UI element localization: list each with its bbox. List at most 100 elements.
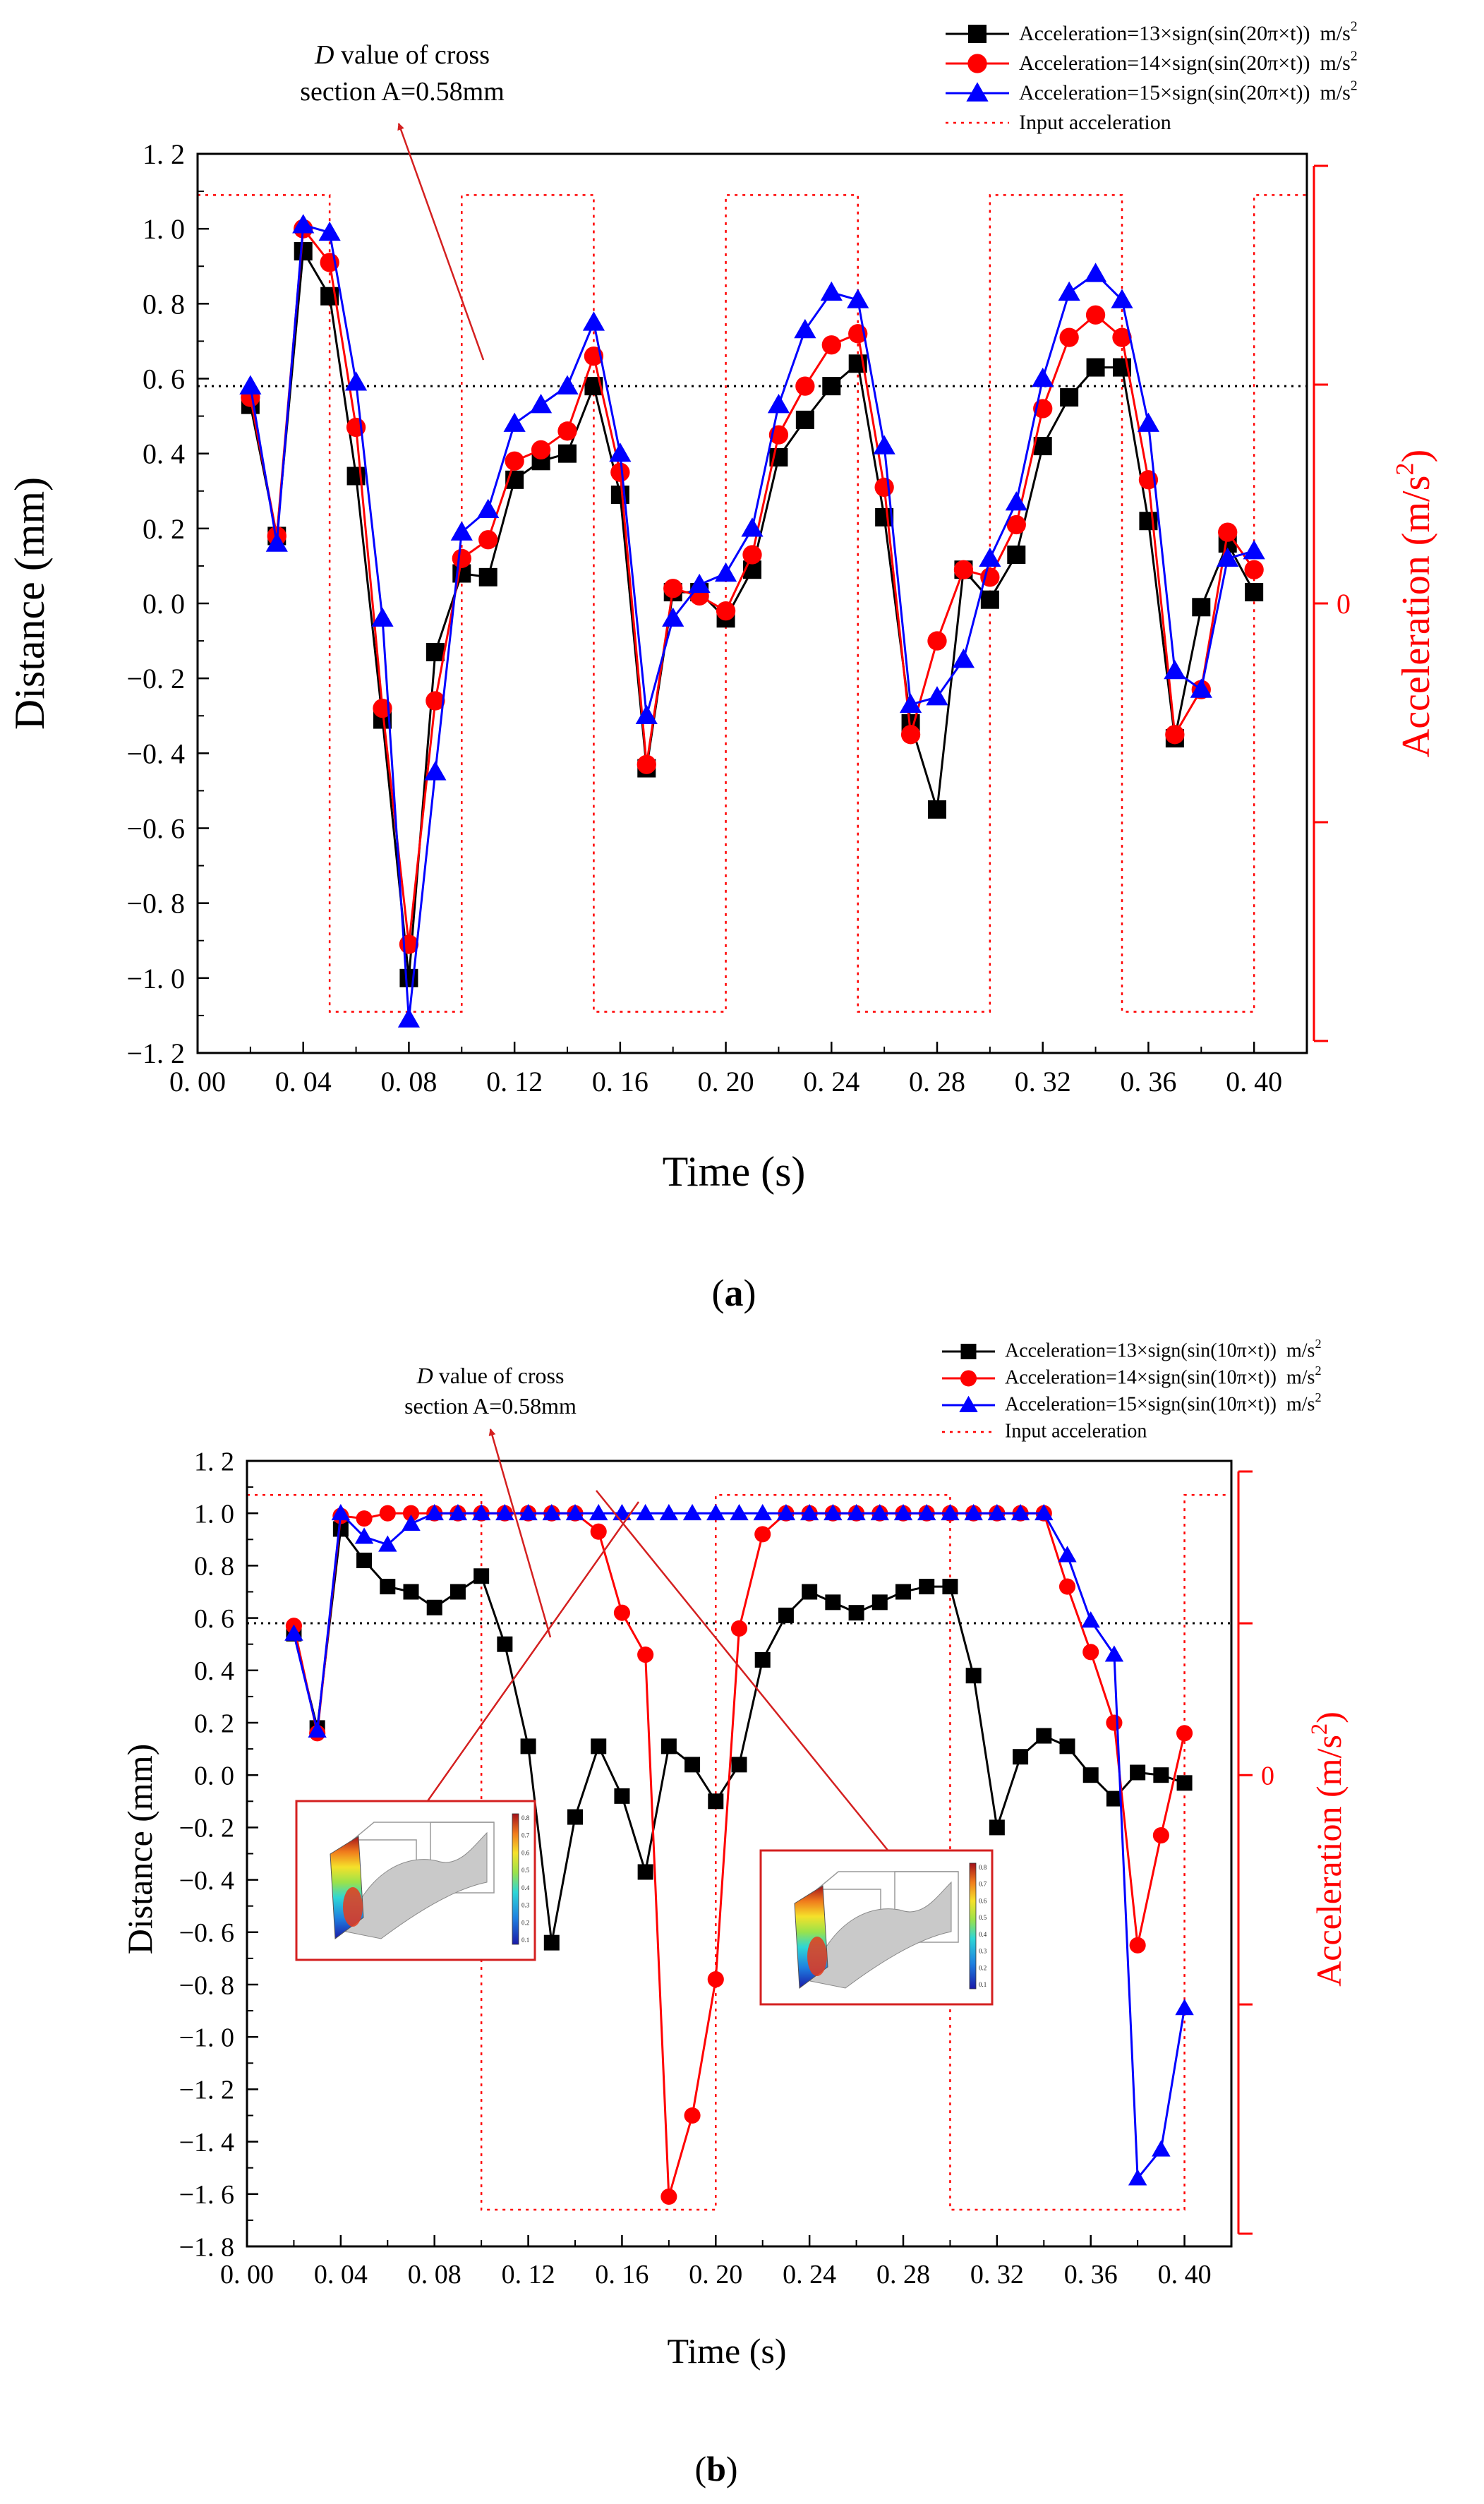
data-point [754, 1526, 771, 1543]
y-tick-label: 0. 6 [143, 363, 185, 395]
inset-colorbar-label: 0.6 [979, 1897, 987, 1904]
y-tick-label: −0. 6 [179, 1918, 234, 1948]
legend-marker [959, 1395, 978, 1412]
data-point [637, 754, 656, 774]
y-tick-label: 0. 4 [194, 1656, 234, 1686]
data-point [531, 440, 551, 460]
legend-entry-input: Input acceleration [946, 111, 1171, 134]
data-point [529, 394, 553, 414]
data-point [591, 1738, 607, 1754]
data-point [613, 1504, 632, 1521]
data-point [822, 377, 841, 396]
data-point [294, 242, 313, 261]
data-point [795, 376, 815, 396]
data-point [399, 968, 418, 987]
data-point [660, 1738, 677, 1754]
x-tick-label: 0. 40 [1158, 2260, 1212, 2289]
data-point [941, 1504, 960, 1521]
data-point [800, 1504, 819, 1521]
data-point [426, 1599, 442, 1615]
inset-colorbar-label: 0.5 [979, 1914, 987, 1921]
input-acceleration-line [198, 194, 1307, 1013]
legend-entry: Acceleration=15×sign(sin(20π×t)) m/s2 [946, 79, 1358, 104]
x-tick-label: 0. 04 [275, 1066, 332, 1097]
y-tick-label: −0. 4 [126, 738, 185, 769]
x-ticks: 0. 00 0. 04 0. 08 0. 12 0. 16 0. 20 0. 24 0. 28… [169, 1042, 1282, 1097]
x-tick-label: 0. 12 [502, 2260, 555, 2289]
y2-ticks: 0 [1237, 1470, 1274, 2235]
inset-colorbar-label: 0.2 [521, 1919, 529, 1926]
axes-frame [196, 152, 1308, 1054]
inset-colorbar [512, 1813, 519, 1945]
data-point [684, 2107, 701, 2124]
annotation: D value of cross section A=0.58mm [404, 1363, 577, 1638]
data-point [926, 686, 948, 706]
series-line [249, 226, 1255, 945]
data-point [1032, 367, 1054, 387]
inset-colorbar-label: 0.1 [979, 1981, 987, 1988]
legend-unit: m/s [1286, 1367, 1315, 1389]
data-point [1190, 678, 1212, 698]
legend-unit: m/s [1320, 81, 1350, 104]
data-point [795, 410, 814, 429]
y-tick-label: 1. 0 [143, 213, 185, 245]
legend-marker [968, 25, 987, 43]
inset-wireframe [352, 1822, 494, 1841]
data-point [497, 1636, 513, 1652]
y-tick-label: −1. 0 [179, 2023, 234, 2053]
annotation-arrow [397, 123, 485, 361]
data-point [900, 725, 921, 745]
axis-labels: Time (s) Distance (mm) Acceleration (m/s2)… [6, 450, 1438, 1314]
inset-wireframe [816, 1871, 958, 1890]
legend-unit: m/s [1320, 22, 1350, 45]
y-tick-label: −0. 8 [179, 1970, 234, 2000]
legend-marker [966, 82, 989, 102]
data-point [899, 693, 922, 714]
data-point [402, 1514, 421, 1531]
data-point [754, 1651, 771, 1668]
data-point [582, 311, 605, 331]
data-point [1175, 1999, 1194, 2016]
data-point [637, 1646, 654, 1663]
data-point [942, 1579, 958, 1595]
plot-frame [246, 1459, 1233, 2248]
y-tick-label: 0. 2 [143, 513, 185, 545]
data-point [424, 761, 447, 781]
data-point [708, 1793, 724, 1810]
data-point [776, 1504, 796, 1521]
data-point [980, 567, 1000, 587]
x-tick-label: 0. 24 [783, 2260, 836, 2289]
data-point [1082, 1644, 1099, 1661]
data-point [567, 1809, 583, 1825]
data-point [1082, 1767, 1099, 1783]
y-tick-label: −0. 6 [126, 813, 185, 845]
annotation-line-1: D value of cross [314, 40, 490, 70]
x-tick-label: 0. 08 [408, 2260, 462, 2289]
data-point [682, 1504, 702, 1521]
data-point [820, 281, 843, 301]
data-point [614, 1788, 630, 1804]
inset-hotspot [343, 1887, 363, 1927]
legend-unit: m/s [1286, 1340, 1315, 1362]
y2-axis-label: Acceleration (m/s2) [1391, 450, 1438, 757]
data-point [731, 1757, 747, 1773]
data-point [1217, 547, 1239, 567]
y-axis-label: Distance (mm) [120, 1744, 159, 1955]
panel-a: 0. 00 0. 04 0. 08 0. 12 0. 16 0. 20 0. 24 0. 28… [6, 20, 1438, 1314]
data-point [1058, 1578, 1076, 1595]
y-tick-label: 0. 8 [143, 288, 185, 320]
annotation-italic: D [314, 40, 334, 70]
legend-marker [960, 1344, 977, 1359]
data-series [284, 1504, 1194, 2205]
data-point [662, 607, 684, 627]
annotation-line-2: section A=0.58mm [404, 1393, 577, 1419]
data-point [684, 1757, 701, 1773]
legend-entry: Acceleration=14×sign(sin(10π×t)) m/s2 [942, 1364, 1322, 1389]
x-tick-label: 0. 20 [698, 1066, 754, 1097]
data-point [730, 1504, 749, 1521]
data-point [478, 530, 498, 550]
x-tick-label: 0. 12 [486, 1066, 543, 1097]
y-tick-label: −0. 2 [126, 663, 185, 694]
data-point [707, 1971, 724, 1988]
y-tick-label: 0. 4 [143, 438, 185, 470]
